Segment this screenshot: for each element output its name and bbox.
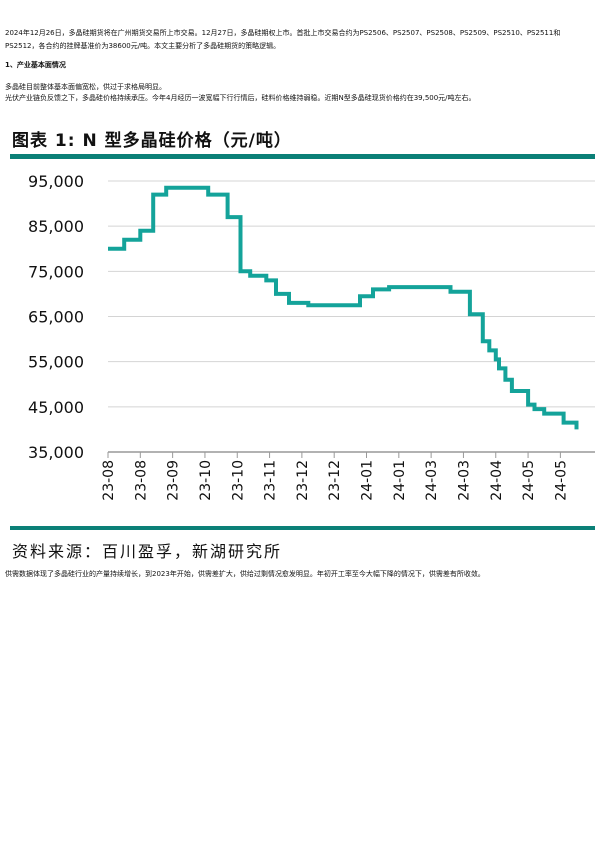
y-tick-label: 75,000 xyxy=(28,262,84,281)
y-tick-label: 35,000 xyxy=(28,443,84,462)
figure-top-rule xyxy=(10,154,595,159)
x-tick-label: 24-05 xyxy=(521,460,537,501)
y-tick-label: 45,000 xyxy=(28,398,84,417)
x-tick-label: 23-11 xyxy=(263,460,279,501)
x-tick-label: 23-12 xyxy=(327,460,343,501)
section-heading: 1、产业基本面情况 xyxy=(5,61,66,69)
figure-title: 图表 1: N 型多晶硅价格（元/吨） xyxy=(12,131,292,151)
x-tick-label: 23-08 xyxy=(133,460,149,501)
series-line xyxy=(108,185,579,430)
x-tick-label: 24-05 xyxy=(553,460,569,501)
intro-paragraph: 2024年12月26日，多晶硅期货将在广州期货交易所上市交易。12月27日，多晶… xyxy=(5,29,561,50)
x-tick-label: 24-04 xyxy=(489,460,505,501)
x-tick-label: 24-03 xyxy=(456,460,472,501)
paragraph-2: 光伏产业链负反馈之下，多晶硅价格持续承压。今年4月经历一波宽幅下行行情后，硅料价… xyxy=(5,94,476,102)
price-chart: 95,000 85,000 75,000 65,000 55,000 45,000 35,0… xyxy=(28,172,595,501)
paragraph-1: 多晶硅目前整体基本面偏宽松，供过于求格局明显。 xyxy=(5,83,166,91)
x-tick-label: 24-01 xyxy=(392,460,408,501)
x-tick-label: 23-10 xyxy=(198,460,214,501)
x-tick-label: 23-09 xyxy=(166,460,182,501)
y-tick-label: 95,000 xyxy=(28,172,84,191)
y-tick-label: 85,000 xyxy=(28,217,84,236)
x-tick-label: 24-03 xyxy=(424,460,440,501)
y-tick-label: 55,000 xyxy=(28,353,84,372)
figure-source: 资料来源：百川盈孚，新湖研究所 xyxy=(12,542,283,561)
x-tick-label: 23-08 xyxy=(101,460,117,501)
y-tick-label: 65,000 xyxy=(28,308,84,327)
x-tick-label: 23-12 xyxy=(295,460,311,501)
paragraph-3: 供需数据体现了多晶硅行业的产量持续增长，到2023年开始，供需差扩大，供给过剩情… xyxy=(5,570,485,578)
figure-bottom-rule xyxy=(10,526,595,530)
x-tick-label: 24-01 xyxy=(360,460,376,501)
x-tick-label: 23-10 xyxy=(230,460,246,501)
